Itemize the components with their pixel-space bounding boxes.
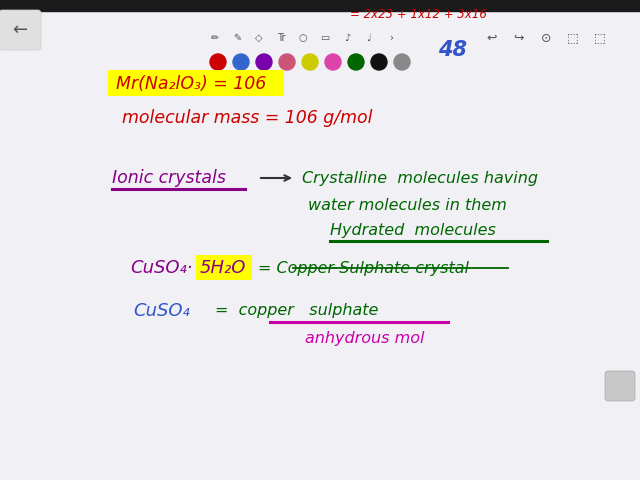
Text: ↩: ↩ <box>487 32 497 45</box>
Text: ←: ← <box>12 21 28 39</box>
Text: ◇: ◇ <box>255 33 263 43</box>
Text: ›: › <box>389 33 393 43</box>
Text: ⬚: ⬚ <box>594 32 606 45</box>
Text: Ionic crystals: Ionic crystals <box>112 169 226 187</box>
Circle shape <box>348 54 364 70</box>
Text: ⊙: ⊙ <box>541 32 551 45</box>
Text: Hydrated  molecules: Hydrated molecules <box>330 224 496 239</box>
Text: 48: 48 <box>438 40 467 60</box>
Text: ✏: ✏ <box>211 33 219 43</box>
Circle shape <box>325 54 341 70</box>
Text: ↪: ↪ <box>514 32 524 45</box>
Text: Tr: Tr <box>276 33 285 43</box>
Circle shape <box>210 54 226 70</box>
Text: Mr(Na₂lO₃) = 106: Mr(Na₂lO₃) = 106 <box>116 75 266 93</box>
Text: ○: ○ <box>299 33 307 43</box>
Text: ⬚: ⬚ <box>567 32 579 45</box>
FancyBboxPatch shape <box>605 371 635 401</box>
FancyBboxPatch shape <box>0 10 41 50</box>
Text: ♪: ♪ <box>344 33 350 43</box>
Text: ✎: ✎ <box>233 33 241 43</box>
Text: ♩: ♩ <box>367 33 371 43</box>
Circle shape <box>371 54 387 70</box>
Text: anhydrous mol: anhydrous mol <box>305 332 424 347</box>
Circle shape <box>394 54 410 70</box>
Text: = Copper Sulphate crystal: = Copper Sulphate crystal <box>258 261 469 276</box>
Text: 5H₂O: 5H₂O <box>200 259 246 277</box>
Text: =  copper   sulphate: = copper sulphate <box>215 303 378 319</box>
Text: Crystalline  molecules having: Crystalline molecules having <box>302 170 538 185</box>
Text: CuSO₄: CuSO₄ <box>133 302 189 320</box>
Circle shape <box>256 54 272 70</box>
Text: molecular mass = 106 g/mol: molecular mass = 106 g/mol <box>122 109 372 127</box>
Circle shape <box>233 54 249 70</box>
Text: ▭: ▭ <box>321 33 330 43</box>
Text: = 2x23 + 1x12 + 3x16: = 2x23 + 1x12 + 3x16 <box>350 9 487 22</box>
Circle shape <box>279 54 295 70</box>
Text: CuSO₄·: CuSO₄· <box>130 259 193 277</box>
Circle shape <box>302 54 318 70</box>
FancyBboxPatch shape <box>108 70 284 96</box>
Text: water molecules in them: water molecules in them <box>308 197 507 213</box>
FancyBboxPatch shape <box>196 255 252 280</box>
